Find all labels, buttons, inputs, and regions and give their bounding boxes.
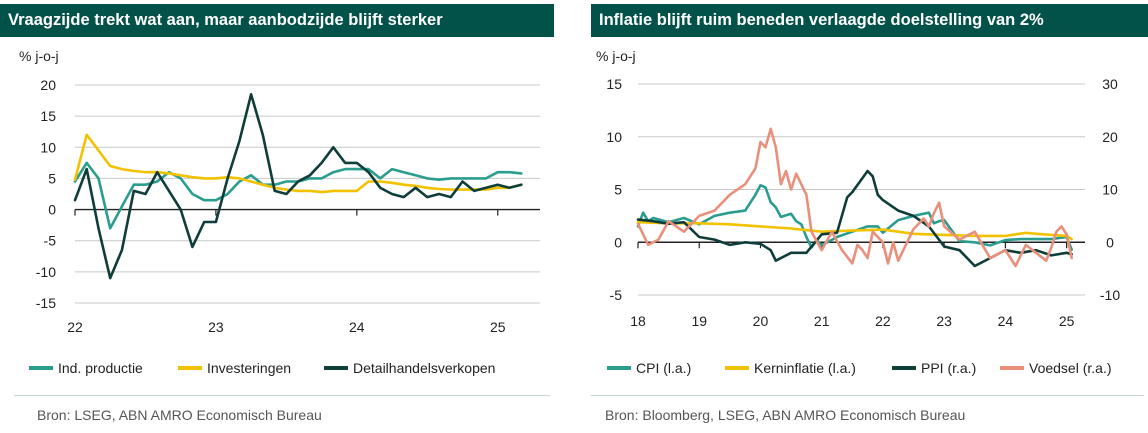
y-tick-label: -10 (36, 264, 56, 280)
right-chart-title: Inflatie blijft ruim beneden verlaagde d… (591, 4, 1148, 37)
series-line-voedsel-r-a (636, 127, 1074, 268)
y-tick-label: 5 (614, 182, 622, 198)
legend-swatch (29, 366, 53, 371)
y-tick-label: 10 (606, 129, 622, 145)
left-legend-item-0: Ind. productie (29, 359, 143, 377)
x-tick-label: 22 (67, 319, 83, 335)
x-tick-label: 24 (998, 313, 1014, 329)
left-legend-item-1: Investeringen (178, 359, 291, 377)
x-tick-label: 18 (630, 313, 646, 329)
legend-swatch (324, 366, 348, 371)
legend-label: PPI (r.a.) (921, 360, 977, 376)
y-tick-label: -5 (610, 287, 623, 303)
right-source: Bron: Bloomberg, LSEG, ABN AMRO Economis… (605, 407, 966, 423)
x-tick-label: 24 (349, 319, 365, 335)
left-chart-unit: % j-o-j (19, 48, 59, 64)
series-line-detailhandelsverkopen (73, 93, 523, 280)
series-line-kerninflatie-l-a (636, 220, 1074, 241)
y2-tick-label: 10 (1102, 182, 1118, 198)
x-tick-label: 25 (490, 319, 506, 335)
legend-label: Detailhandelsverkopen (353, 360, 496, 376)
legend-label: CPI (l.a.) (636, 360, 692, 376)
x-tick-label: 23 (208, 319, 224, 335)
legend-swatch (725, 366, 749, 371)
right-legend-item-1: Kerninflatie (l.a.) (725, 359, 856, 377)
right-chart-plot: 15 10 5 0 -5 30 20 10 0 -10 18 19 20 21 22 23 24 25 (606, 76, 1120, 329)
legend-label: Ind. productie (58, 360, 143, 376)
left-source: Bron: LSEG, ABN AMRO Economisch Bureau (37, 407, 322, 423)
right-chart-panel: Inflatie blijft ruim beneden verlaagde d… (591, 0, 1148, 433)
left-legend-item-2: Detailhandelsverkopen (324, 359, 495, 377)
y2-tick-label: 20 (1102, 129, 1118, 145)
y-tick-label: 0 (614, 234, 622, 250)
y-tick-label: 5 (48, 170, 56, 186)
right-legend-item-0: CPI (l.a.) (607, 359, 691, 377)
right-legend-item-2: PPI (r.a.) (892, 359, 976, 377)
x-tick-label: 22 (875, 313, 891, 329)
y-tick-label: -15 (36, 295, 56, 311)
right-chart-unit: % j-o-j (596, 48, 636, 64)
x-tick-label: 19 (691, 313, 707, 329)
y-tick-label: -5 (44, 233, 57, 249)
y2-tick-label: 30 (1102, 76, 1118, 92)
y-tick-label: 10 (40, 139, 56, 155)
y-tick-label: 15 (40, 108, 56, 124)
legend-label: Voedsel (r.a.) (1029, 360, 1112, 376)
right-source-divider (591, 395, 1144, 396)
y-tick-label: 0 (48, 202, 56, 218)
series-line-investeringen (73, 133, 523, 194)
series-line-cpi-l-a (636, 184, 1074, 251)
y-tick-label: 20 (40, 77, 56, 93)
x-tick-label: 20 (753, 313, 769, 329)
x-tick-label: 25 (1059, 313, 1075, 329)
legend-label: Kerninflatie (l.a.) (754, 360, 856, 376)
y2-tick-label: 0 (1106, 234, 1114, 250)
legend-swatch (178, 366, 202, 371)
left-chart-panel: Vraagzijde trekt wat aan, maar aanbodzij… (0, 0, 554, 433)
legend-swatch (607, 366, 631, 371)
y2-tick-label: -10 (1100, 287, 1120, 303)
legend-swatch (892, 366, 916, 371)
left-chart-plot: 20 15 10 5 0 -5 -10 -15 22 23 24 25 (36, 77, 540, 335)
legend-swatch (1000, 366, 1024, 371)
right-legend-item-3: Voedsel (r.a.) (1000, 359, 1112, 377)
x-tick-label: 21 (814, 313, 830, 329)
y-tick-label: 15 (606, 76, 622, 92)
legend-label: Investeringen (207, 360, 292, 376)
left-chart-title: Vraagzijde trekt wat aan, maar aanbodzij… (0, 4, 554, 37)
left-source-divider (14, 395, 550, 396)
x-tick-label: 23 (936, 313, 952, 329)
